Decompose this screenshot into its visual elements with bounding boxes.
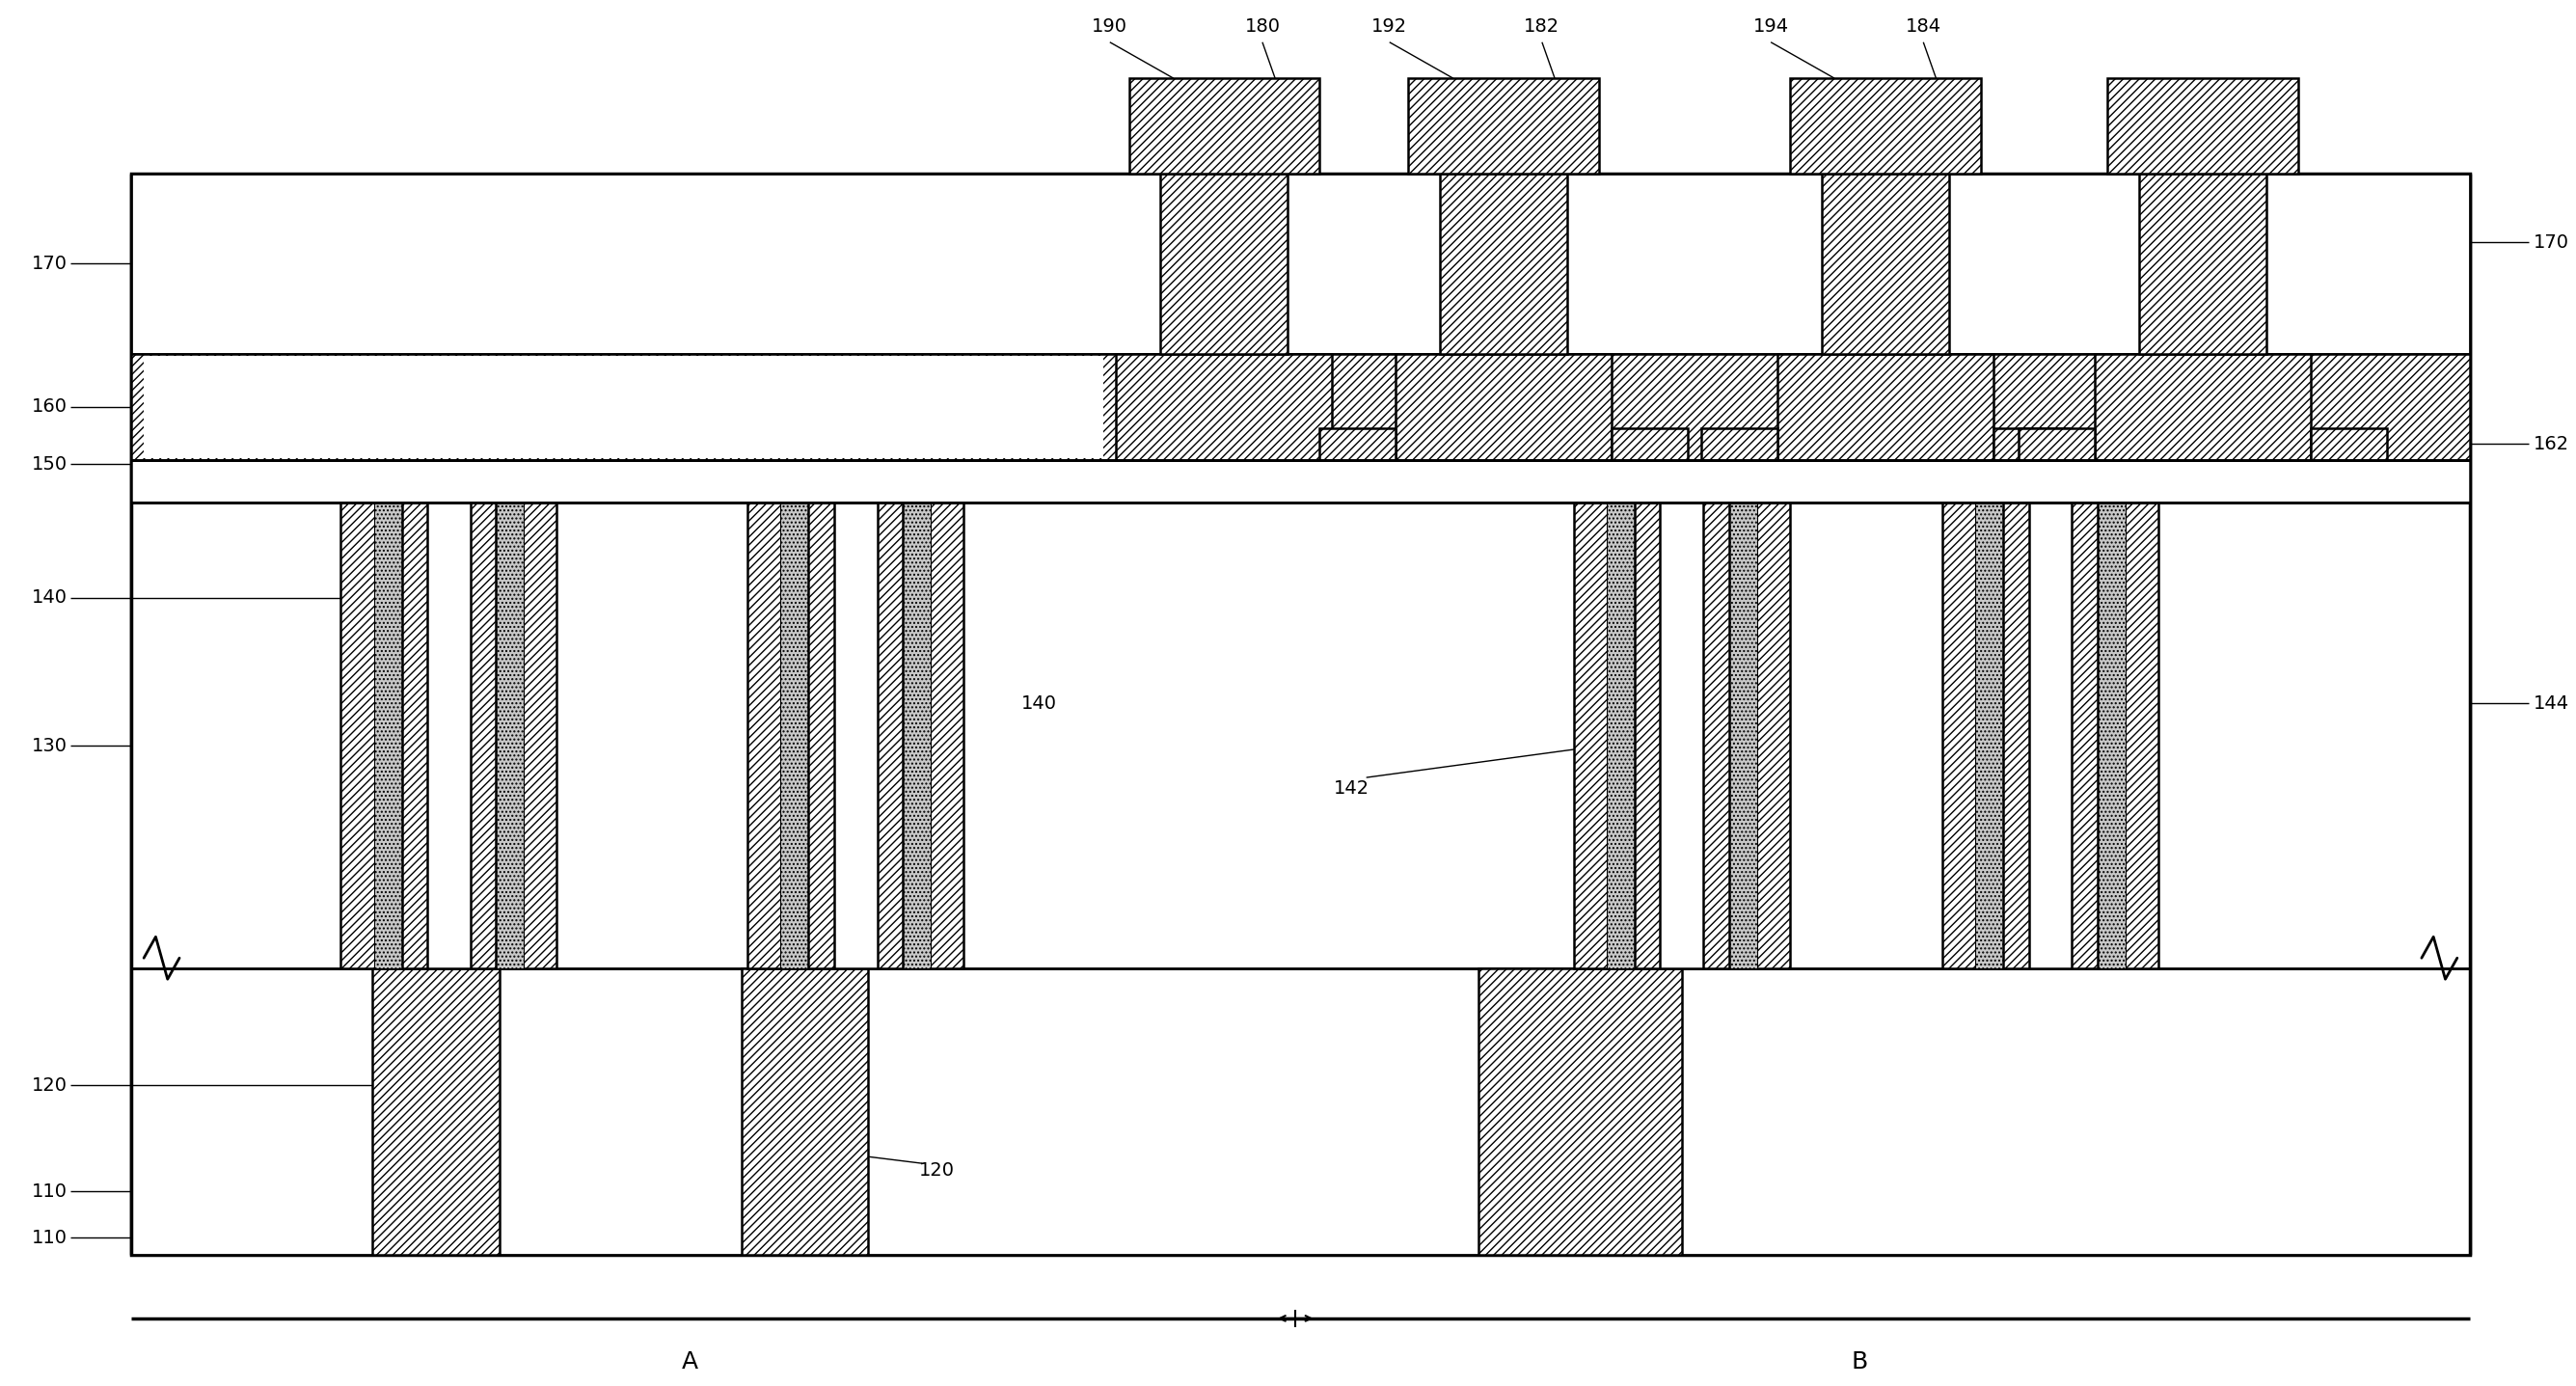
Bar <box>374 969 500 1254</box>
Bar <box>1128 78 1319 173</box>
Text: 180: 180 <box>1244 18 1280 36</box>
Bar <box>1976 502 2125 969</box>
Text: 130: 130 <box>31 737 67 755</box>
Bar <box>131 353 2470 460</box>
Text: 182: 182 <box>1525 18 1561 36</box>
Bar <box>340 502 556 969</box>
Text: 110: 110 <box>31 1228 67 1247</box>
Text: 184: 184 <box>1906 18 1942 36</box>
Text: A: A <box>683 1350 698 1374</box>
Text: 194: 194 <box>1752 18 1788 36</box>
Bar <box>428 502 471 969</box>
Bar <box>131 460 2470 502</box>
Bar <box>1479 969 1682 1254</box>
Bar <box>1115 353 1332 460</box>
Bar <box>835 502 878 969</box>
Text: 162: 162 <box>2532 435 2568 453</box>
Bar <box>131 173 2470 1254</box>
Text: 150: 150 <box>31 455 67 473</box>
Text: B: B <box>1852 1350 1868 1374</box>
Bar <box>781 502 930 969</box>
Bar <box>1613 428 1687 460</box>
Bar <box>742 969 868 1254</box>
Bar <box>402 502 497 969</box>
Text: 140: 140 <box>1020 694 1056 712</box>
Bar <box>1607 502 1757 969</box>
Text: 160: 160 <box>31 398 67 416</box>
Text: 192: 192 <box>1370 18 1406 36</box>
Text: 144: 144 <box>2532 694 2568 712</box>
Bar <box>1409 78 1600 173</box>
Text: 170: 170 <box>2532 233 2568 252</box>
Text: 170: 170 <box>31 255 67 273</box>
Bar <box>1700 428 1777 460</box>
Text: 190: 190 <box>1092 18 1128 36</box>
Bar <box>1162 173 1288 353</box>
Bar <box>131 173 2470 353</box>
Bar <box>2004 502 2097 969</box>
Bar <box>2020 428 2094 460</box>
Bar <box>1440 173 1566 353</box>
Bar <box>1319 428 1396 460</box>
Bar <box>2094 353 2311 460</box>
Bar <box>374 502 523 969</box>
Bar <box>1659 502 1703 969</box>
Bar <box>1821 173 1950 353</box>
Text: 120: 120 <box>31 1076 67 1095</box>
Bar <box>2107 78 2298 173</box>
Bar <box>747 502 963 969</box>
Bar <box>131 969 2470 1254</box>
Text: 120: 120 <box>920 1161 956 1179</box>
Bar <box>1942 502 2159 969</box>
Text: 142: 142 <box>1334 779 1370 797</box>
Bar <box>1777 353 1994 460</box>
Bar <box>1790 78 1981 173</box>
Bar <box>2030 502 2071 969</box>
Bar <box>1396 353 1613 460</box>
Bar <box>2311 428 2388 460</box>
Bar <box>144 356 1103 457</box>
Bar <box>2141 173 2267 353</box>
Bar <box>1994 428 2069 460</box>
Text: 110: 110 <box>31 1182 67 1200</box>
Bar <box>131 502 2470 969</box>
Bar <box>1574 502 1790 969</box>
Bar <box>809 502 902 969</box>
Text: 140: 140 <box>31 589 67 607</box>
Bar <box>1636 502 1728 969</box>
